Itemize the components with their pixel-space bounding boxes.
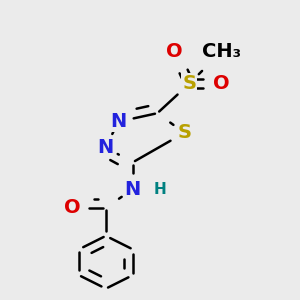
- Text: O: O: [213, 74, 230, 93]
- Text: N: N: [125, 180, 141, 199]
- Text: S: S: [182, 74, 196, 93]
- Text: N: N: [110, 112, 126, 131]
- Text: O: O: [166, 42, 183, 62]
- Text: S: S: [177, 123, 191, 142]
- Text: H: H: [153, 182, 166, 197]
- Text: N: N: [98, 138, 114, 157]
- Text: O: O: [64, 198, 81, 217]
- Text: CH₃: CH₃: [202, 42, 241, 62]
